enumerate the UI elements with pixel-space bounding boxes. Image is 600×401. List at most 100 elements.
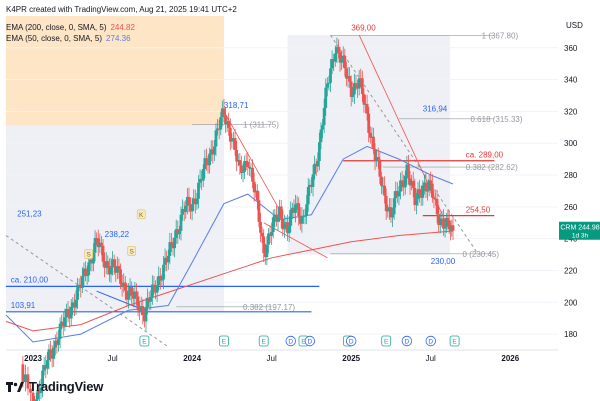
candle-body — [193, 198, 197, 205]
candle-body — [39, 387, 43, 394]
candle-body — [85, 275, 89, 277]
candle-body — [181, 208, 184, 215]
tradingview-logo[interactable]: TradingView — [6, 376, 103, 396]
candle-body — [165, 257, 169, 263]
candle-body — [228, 127, 232, 142]
candle-body — [265, 244, 269, 258]
candle-body — [302, 216, 305, 218]
candle-body — [142, 314, 146, 322]
candle-body — [246, 161, 250, 167]
candle-body — [233, 138, 237, 150]
candle-body — [340, 59, 344, 63]
candle-body — [311, 174, 315, 187]
candle-body — [209, 149, 213, 154]
candle-body — [82, 268, 86, 277]
candle-body — [74, 299, 78, 308]
candle-body — [300, 216, 304, 224]
candle-body — [38, 390, 41, 394]
candle-body — [345, 68, 348, 79]
price-label: 251,23 — [17, 209, 42, 218]
candle-body — [397, 191, 401, 197]
candle-body — [185, 196, 189, 206]
candle-body — [212, 146, 216, 155]
candle-body — [308, 184, 312, 187]
candle-body — [45, 360, 49, 369]
svg-text:D: D — [405, 339, 410, 346]
candle-body — [338, 52, 342, 63]
candle-body — [319, 129, 323, 143]
candle-body — [232, 138, 235, 141]
candle-body — [442, 218, 445, 229]
current-price-value: CRM 244.98 — [560, 225, 599, 232]
candle-body — [240, 165, 243, 173]
candle-body — [426, 190, 429, 192]
candle-body — [367, 113, 371, 133]
candle-body — [122, 282, 126, 288]
candle-body — [73, 302, 76, 308]
indicator-ema-200[interactable]: EMA (200, close, 0, SMA, 5) 244.82 — [6, 23, 135, 32]
candle-body — [69, 306, 73, 319]
candle-body — [260, 232, 264, 237]
svg-text:E: E — [262, 339, 267, 346]
candle-body — [190, 204, 194, 212]
candle-body — [322, 107, 326, 126]
candle-body — [103, 261, 107, 268]
candle-body — [230, 140, 234, 142]
x-tick-label: 2023 — [24, 354, 42, 363]
level-label: ca. 289,00 — [466, 151, 504, 160]
candle-body — [201, 169, 205, 181]
y-tick-label: 360 — [564, 44, 578, 53]
candle-body — [96, 238, 100, 248]
candle-body — [313, 163, 317, 175]
candle-body — [284, 222, 288, 224]
candle-body — [111, 259, 114, 268]
candle-body — [29, 388, 32, 393]
y-tick-label: 300 — [564, 139, 578, 148]
candle-body — [443, 226, 447, 229]
candle-body — [305, 204, 309, 216]
candle-body — [405, 164, 409, 176]
candle-body — [66, 308, 70, 316]
svg-text:E: E — [222, 339, 227, 346]
candle-body — [327, 82, 331, 84]
candle-body — [174, 229, 178, 238]
candle-body — [189, 204, 192, 212]
candle-body — [333, 53, 337, 62]
candle-body — [297, 203, 301, 217]
price-label: 316,94 — [423, 104, 448, 113]
candle-body — [273, 214, 277, 218]
earnings-marker: E — [219, 335, 229, 347]
candle-body — [125, 290, 129, 300]
trendline-dashed — [330, 34, 479, 255]
candle-body — [131, 295, 135, 299]
candle-body — [383, 185, 387, 196]
candle-body — [427, 180, 431, 191]
current-price-tag — [559, 221, 600, 240]
candle-body — [168, 242, 172, 256]
x-tick-label: 2026 — [501, 354, 519, 363]
candle-body — [109, 267, 113, 275]
candle-body — [399, 180, 402, 192]
indicator-ema-50[interactable]: EMA (50, close, 0, SMA, 5) 274.36 — [6, 34, 131, 43]
candle-body — [365, 103, 369, 114]
candle-body — [93, 237, 97, 253]
candle-body — [394, 190, 398, 199]
candle-body — [375, 157, 379, 161]
svg-text:D: D — [349, 339, 354, 346]
candle-body — [432, 197, 436, 199]
candle-body — [119, 269, 122, 284]
candle-body — [47, 349, 51, 361]
candle-body — [238, 160, 242, 166]
y-axis-currency: USD — [566, 21, 583, 30]
candle-body — [155, 285, 159, 293]
candle-body — [117, 266, 121, 270]
y-tick-label: 200 — [564, 298, 578, 307]
candle-body — [255, 190, 259, 201]
candle-body — [303, 215, 307, 217]
candle-body — [115, 266, 119, 273]
candle-body — [192, 198, 196, 205]
candle-body — [158, 275, 162, 281]
indicator-ema-200-label: EMA (200, close, 0, SMA, 5) — [6, 23, 107, 32]
candle-body — [149, 297, 153, 302]
